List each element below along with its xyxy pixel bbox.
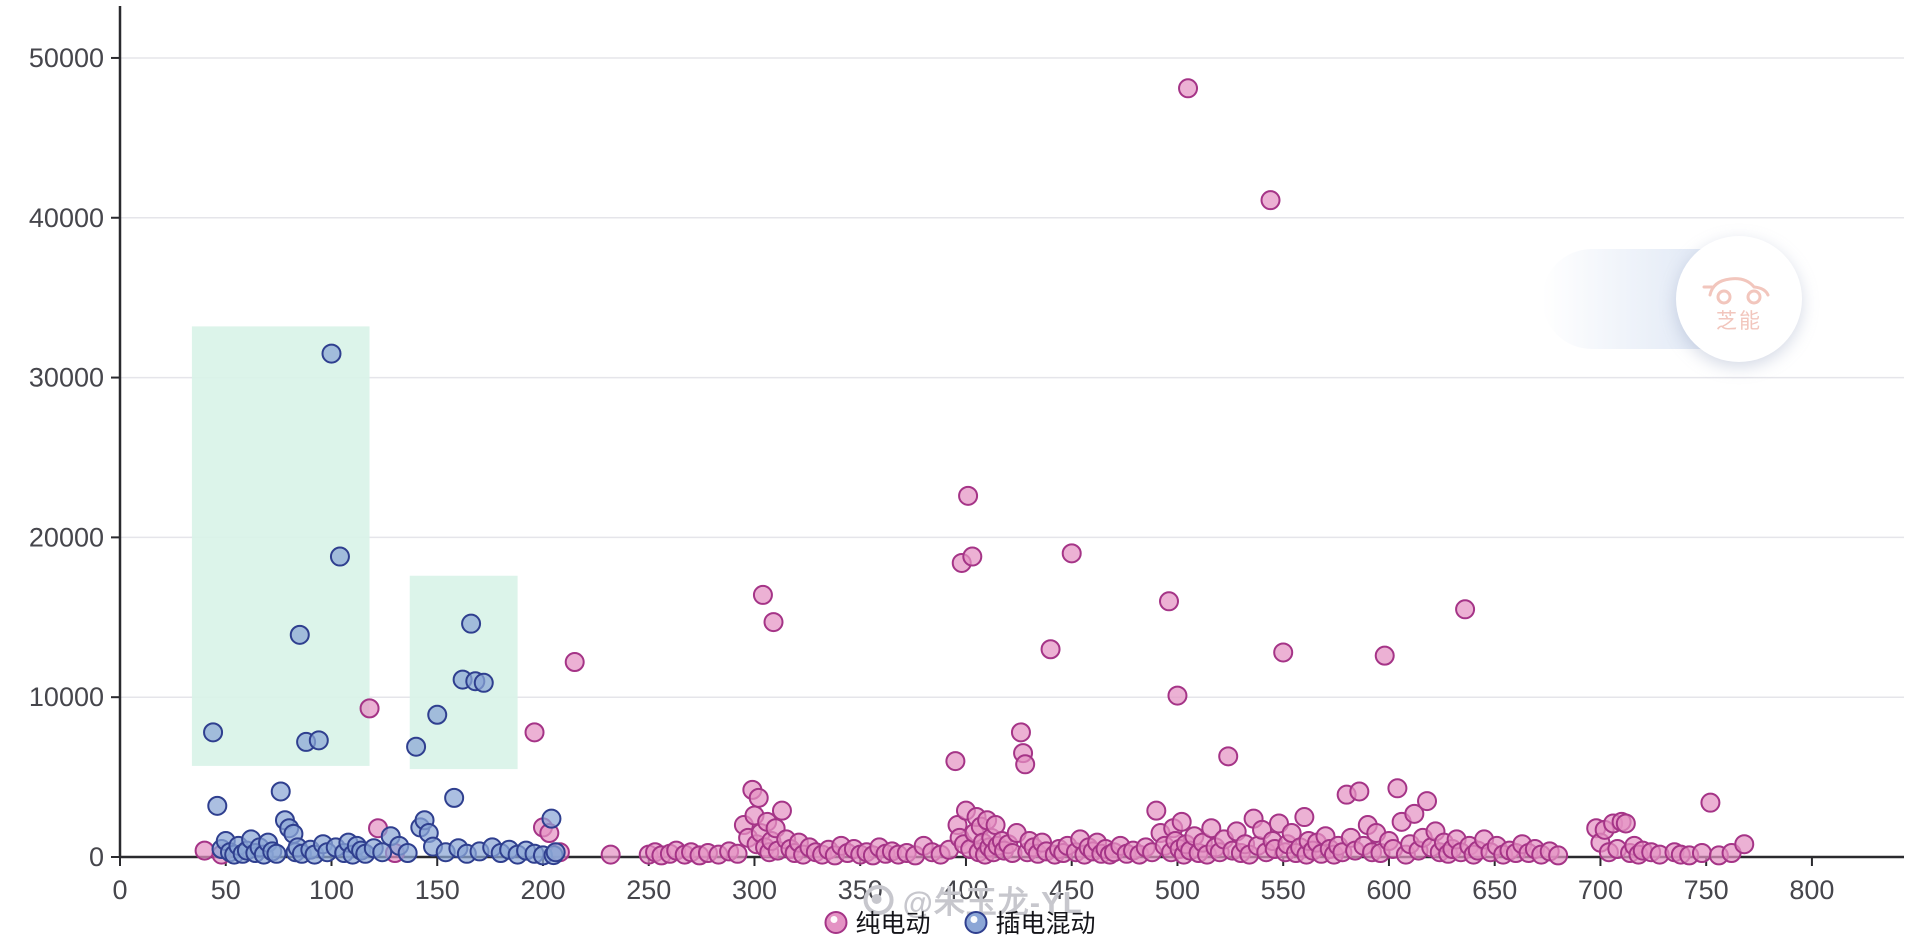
scatter-point[interactable] (600, 844, 621, 865)
y-tick-label: 30000 (29, 363, 104, 393)
scatter-point[interactable] (1167, 685, 1188, 706)
scatter-point[interactable] (1734, 834, 1755, 855)
scatter-point[interactable] (1548, 845, 1569, 866)
scatter-point[interactable] (1146, 800, 1167, 821)
scatter-point[interactable] (1700, 792, 1721, 813)
scatter-point[interactable] (1171, 811, 1192, 832)
brand-logo-circle: 芝能 (1676, 236, 1802, 362)
y-tick-label: 0 (89, 842, 104, 872)
scatter-point[interactable] (545, 842, 566, 863)
author-watermark: @朱玉龙-YL (863, 877, 1083, 922)
x-tick-label: 100 (309, 875, 354, 905)
scatter-point[interactable] (270, 781, 291, 802)
scatter-point[interactable] (1040, 639, 1061, 660)
y-tick-label: 20000 (29, 522, 104, 552)
scatter-point[interactable] (1294, 807, 1315, 828)
scatter-point[interactable] (308, 730, 329, 751)
scatter-point[interactable] (958, 485, 979, 506)
scatter-point[interactable] (1417, 791, 1438, 812)
x-tick-label: 700 (1578, 875, 1623, 905)
scatter-point[interactable] (473, 672, 494, 693)
scatter-point[interactable] (321, 343, 342, 364)
brand-text: 芝能 (1716, 310, 1762, 333)
x-tick-label: 0 (112, 875, 127, 905)
legend-label-pure-electric: 纯电动 (855, 910, 931, 938)
scatter-point[interactable] (194, 840, 215, 861)
scatter-point[interactable] (1387, 778, 1408, 799)
scatter-point[interactable] (752, 584, 773, 605)
scatter-point[interactable] (1260, 190, 1281, 211)
scatter-point[interactable] (329, 546, 350, 567)
scatter-point[interactable] (1015, 754, 1036, 775)
scatter-point[interactable] (763, 612, 784, 633)
car-logo-icon (1702, 277, 1770, 305)
x-tick-label: 500 (1155, 875, 1200, 905)
x-tick-label: 150 (415, 875, 460, 905)
legend-item-pure-electric[interactable]: 纯电动 (824, 904, 931, 940)
author-logo-icon (863, 884, 894, 915)
legend-label-plugin-hybrid: 插电混动 (995, 910, 1096, 938)
legend-item-plugin-hybrid[interactable]: 插电混动 (964, 904, 1096, 940)
series-pure-electric (194, 78, 1755, 866)
scatter-point[interactable] (541, 808, 562, 829)
scatter-point[interactable] (1201, 818, 1222, 839)
scatter-point[interactable] (203, 722, 224, 743)
pure-electric-marker-icon (824, 910, 848, 934)
author-watermark-text: @朱玉龙-YL (902, 885, 1083, 920)
x-tick-label: 300 (732, 875, 777, 905)
scatter-point[interactable] (406, 736, 427, 757)
scatter-point[interactable] (1615, 813, 1636, 834)
plugin-hybrid-marker-icon (964, 910, 988, 934)
x-tick-label: 750 (1684, 875, 1729, 905)
scatter-point[interactable] (461, 613, 482, 634)
scatter-point[interactable] (207, 795, 228, 816)
chart-legend: 纯电动 插电混动 (824, 904, 1096, 940)
scatter-point[interactable] (1404, 803, 1425, 824)
scatter-point[interactable] (289, 624, 310, 645)
scatter-point[interactable] (1455, 599, 1476, 620)
x-tick-label: 200 (520, 875, 565, 905)
scatter-point[interactable] (427, 704, 448, 725)
x-tick-label: 800 (1789, 875, 1834, 905)
scatter-point[interactable] (1281, 823, 1302, 844)
scatter-point[interactable] (1061, 543, 1082, 564)
highlight-region (191, 326, 370, 766)
scatter-point[interactable] (1273, 642, 1294, 663)
x-tick-label: 400 (943, 875, 988, 905)
scatter-point[interactable] (444, 787, 465, 808)
scatter-point[interactable] (1158, 591, 1179, 612)
scatter-point[interactable] (1218, 746, 1239, 767)
scatter-point[interactable] (1349, 781, 1370, 802)
scatter-point[interactable] (1374, 645, 1395, 666)
x-tick-label: 550 (1261, 875, 1306, 905)
x-tick-label: 50 (211, 875, 241, 905)
y-tick-label: 10000 (29, 682, 104, 712)
y-tick-label: 50000 (29, 43, 104, 73)
x-tick-label: 450 (1049, 875, 1094, 905)
scatter-point[interactable] (748, 787, 769, 808)
scatter-point[interactable] (1010, 722, 1031, 743)
scatter-point[interactable] (372, 842, 393, 863)
series-plugin-hybrid (203, 343, 566, 866)
scatter-point[interactable] (397, 843, 418, 864)
scatter-point[interactable] (524, 722, 545, 743)
scatter-point[interactable] (1178, 78, 1199, 99)
scatter-point[interactable] (1691, 843, 1712, 864)
x-tick-label: 600 (1366, 875, 1411, 905)
scatter-point[interactable] (962, 546, 983, 567)
scatter-point[interactable] (266, 843, 287, 864)
x-tick-label: 250 (626, 875, 671, 905)
scatter-point[interactable] (771, 800, 792, 821)
scatter-point[interactable] (564, 652, 585, 673)
scatter-point[interactable] (727, 843, 748, 864)
scatter-point[interactable] (359, 698, 380, 719)
x-tick-label: 650 (1472, 875, 1517, 905)
scatter-point[interactable] (945, 751, 966, 772)
y-tick-label: 40000 (29, 203, 104, 233)
